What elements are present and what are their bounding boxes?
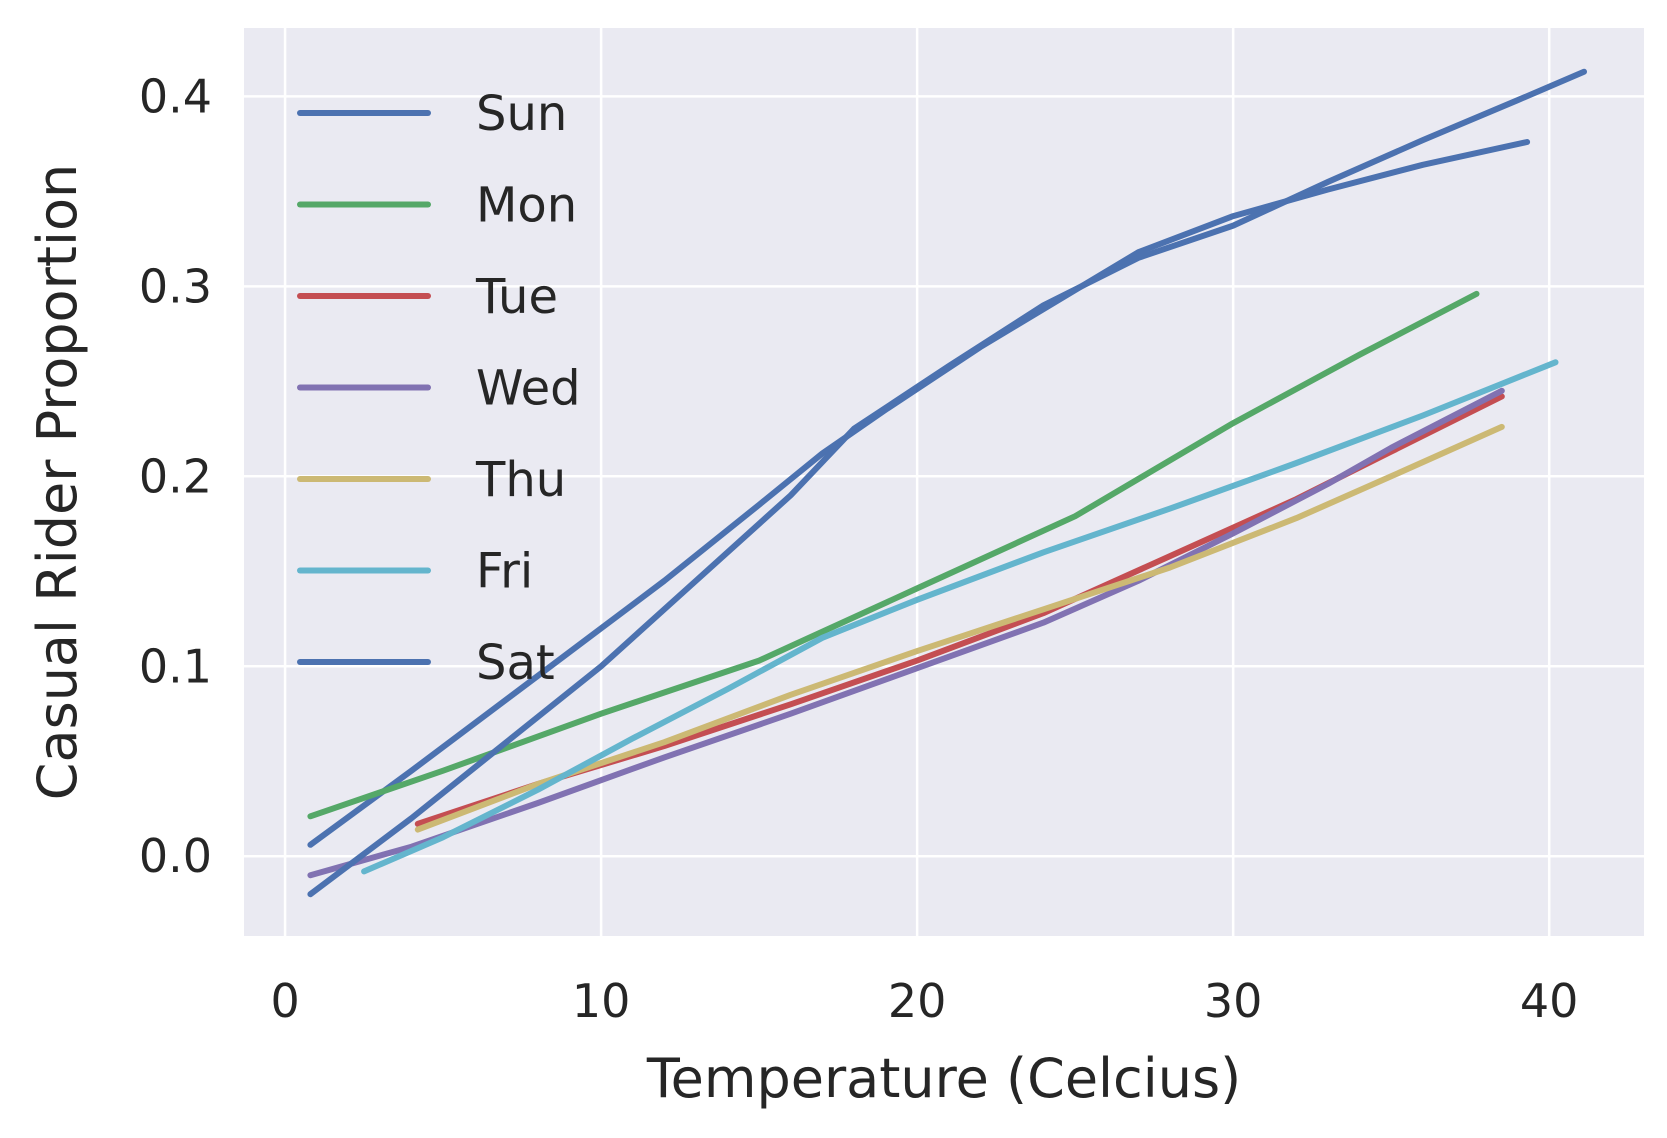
series-line-fri bbox=[361, 359, 1559, 875]
legend-label-tue: Tue bbox=[475, 269, 558, 325]
legend-label-fri: Fri bbox=[476, 544, 533, 600]
series-line-thu bbox=[414, 423, 1505, 833]
plot-area-background bbox=[244, 28, 1644, 936]
y-tick-labels: 0.0 0.1 0.2 0.3 0.4 bbox=[139, 69, 212, 883]
y-tick-label: 0.2 bbox=[139, 449, 212, 503]
legend-label-sat: Sat bbox=[476, 635, 555, 691]
series-lines bbox=[307, 68, 1587, 898]
x-axis-title: Temperature (Celcius) bbox=[646, 1047, 1241, 1110]
legend-label-sun: Sun bbox=[476, 86, 567, 142]
y-tick-label: 0.0 bbox=[139, 829, 212, 883]
y-tick-label: 0.4 bbox=[139, 69, 212, 123]
legend-label-mon: Mon bbox=[476, 178, 577, 234]
legend-label-thu: Thu bbox=[475, 452, 566, 508]
x-tick-label: 40 bbox=[1520, 974, 1579, 1028]
y-tick-label: 0.3 bbox=[139, 259, 212, 313]
y-tick-label: 0.1 bbox=[139, 639, 212, 693]
series-line-sat bbox=[307, 68, 1587, 898]
y-axis-title: Casual Rider Proportion bbox=[26, 164, 89, 800]
legend-label-wed: Wed bbox=[476, 361, 581, 417]
series-line-wed bbox=[307, 387, 1505, 879]
grid bbox=[244, 28, 1644, 936]
x-tick-label: 20 bbox=[888, 974, 947, 1028]
legend: Sun Mon Tue Wed Thu Fri Sat bbox=[297, 86, 581, 691]
x-tick-label: 30 bbox=[1204, 974, 1263, 1028]
x-tick-labels: 0 10 20 30 40 bbox=[270, 974, 1578, 1028]
x-tick-label: 10 bbox=[572, 974, 631, 1028]
x-tick-label: 0 bbox=[270, 974, 299, 1028]
